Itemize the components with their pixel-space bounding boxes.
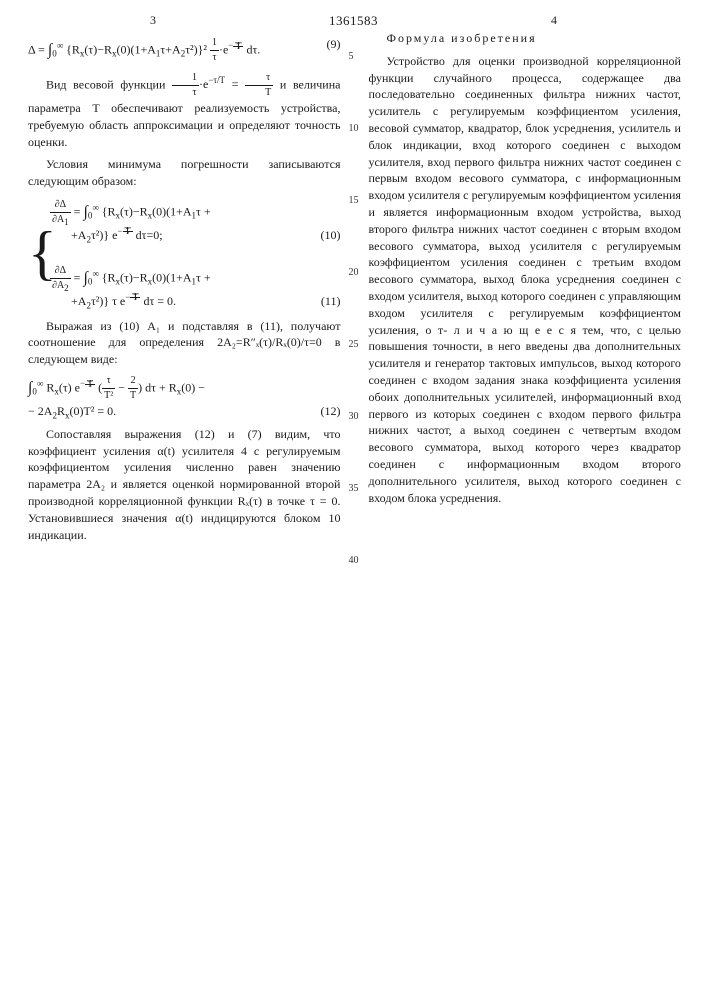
brace-icon: { [28, 198, 40, 310]
equation-11: ∂Δ∂A2 = ∫0∞ {Rx(τ)−Rx(0)(1+A1τ + +A2τ²)}… [50, 264, 340, 310]
paragraph-1: Вид весовой функции 1τ·e−τ/T = τT и вели… [28, 71, 340, 150]
line-number-markers: 5 10 15 20 25 30 35 40 [349, 50, 359, 568]
line-marker: 25 [349, 338, 359, 352]
claim-title: Формула изобретения [368, 30, 680, 47]
left-column: Δ = ∫0∞ {Rx(τ)−Rx(0)(1+A1τ+A2τ²)}² 1τ·e−… [28, 30, 340, 549]
equation-number: (11) [321, 293, 341, 310]
line-marker: 20 [349, 266, 359, 280]
document-number: 1361583 [329, 12, 378, 30]
right-column: Формула изобретения Устройство для оценк… [368, 30, 680, 549]
inline-formula: 1τ·e−τ/T = τT [172, 77, 273, 91]
paragraph-2: Условия минимума погрешности записываютс… [28, 156, 340, 190]
line-marker: 35 [349, 482, 359, 496]
page-number-right: 4 [551, 12, 557, 29]
equation-12: ∫0∞ Rx(τ) e−τT (τT² − 2T) dτ + Rx(0) − −… [28, 374, 340, 420]
equation-number: (9) [326, 36, 340, 53]
equation-number: (12) [320, 403, 340, 420]
equation-10: ∂Δ∂A1 = ∫0∞ {Rx(τ)−Rx(0)(1+A1τ + +A2τ²)}… [50, 198, 340, 244]
line-marker: 40 [349, 554, 359, 568]
page-number-left: 3 [150, 12, 156, 29]
paragraph-3: Выражая из (10) A₁ и подставляя в (11), … [28, 318, 340, 368]
equation-system: { ∂Δ∂A1 = ∫0∞ {Rx(τ)−Rx(0)(1+A1τ + +A2τ²… [28, 198, 340, 310]
line-marker: 5 [349, 50, 359, 64]
line-marker: 15 [349, 194, 359, 208]
equation-number: (10) [320, 227, 340, 244]
paragraph-4: Сопоставляя выражения (12) и (7) видим, … [28, 426, 340, 544]
equation-9: Δ = ∫0∞ {Rx(τ)−Rx(0)(1+A1τ+A2τ²)}² 1τ·e−… [28, 36, 340, 65]
line-marker: 10 [349, 122, 359, 136]
claim-text: Устройство для оценки производной коррел… [368, 53, 680, 507]
line-marker: 30 [349, 410, 359, 424]
text: Вид весовой функции [46, 77, 172, 91]
